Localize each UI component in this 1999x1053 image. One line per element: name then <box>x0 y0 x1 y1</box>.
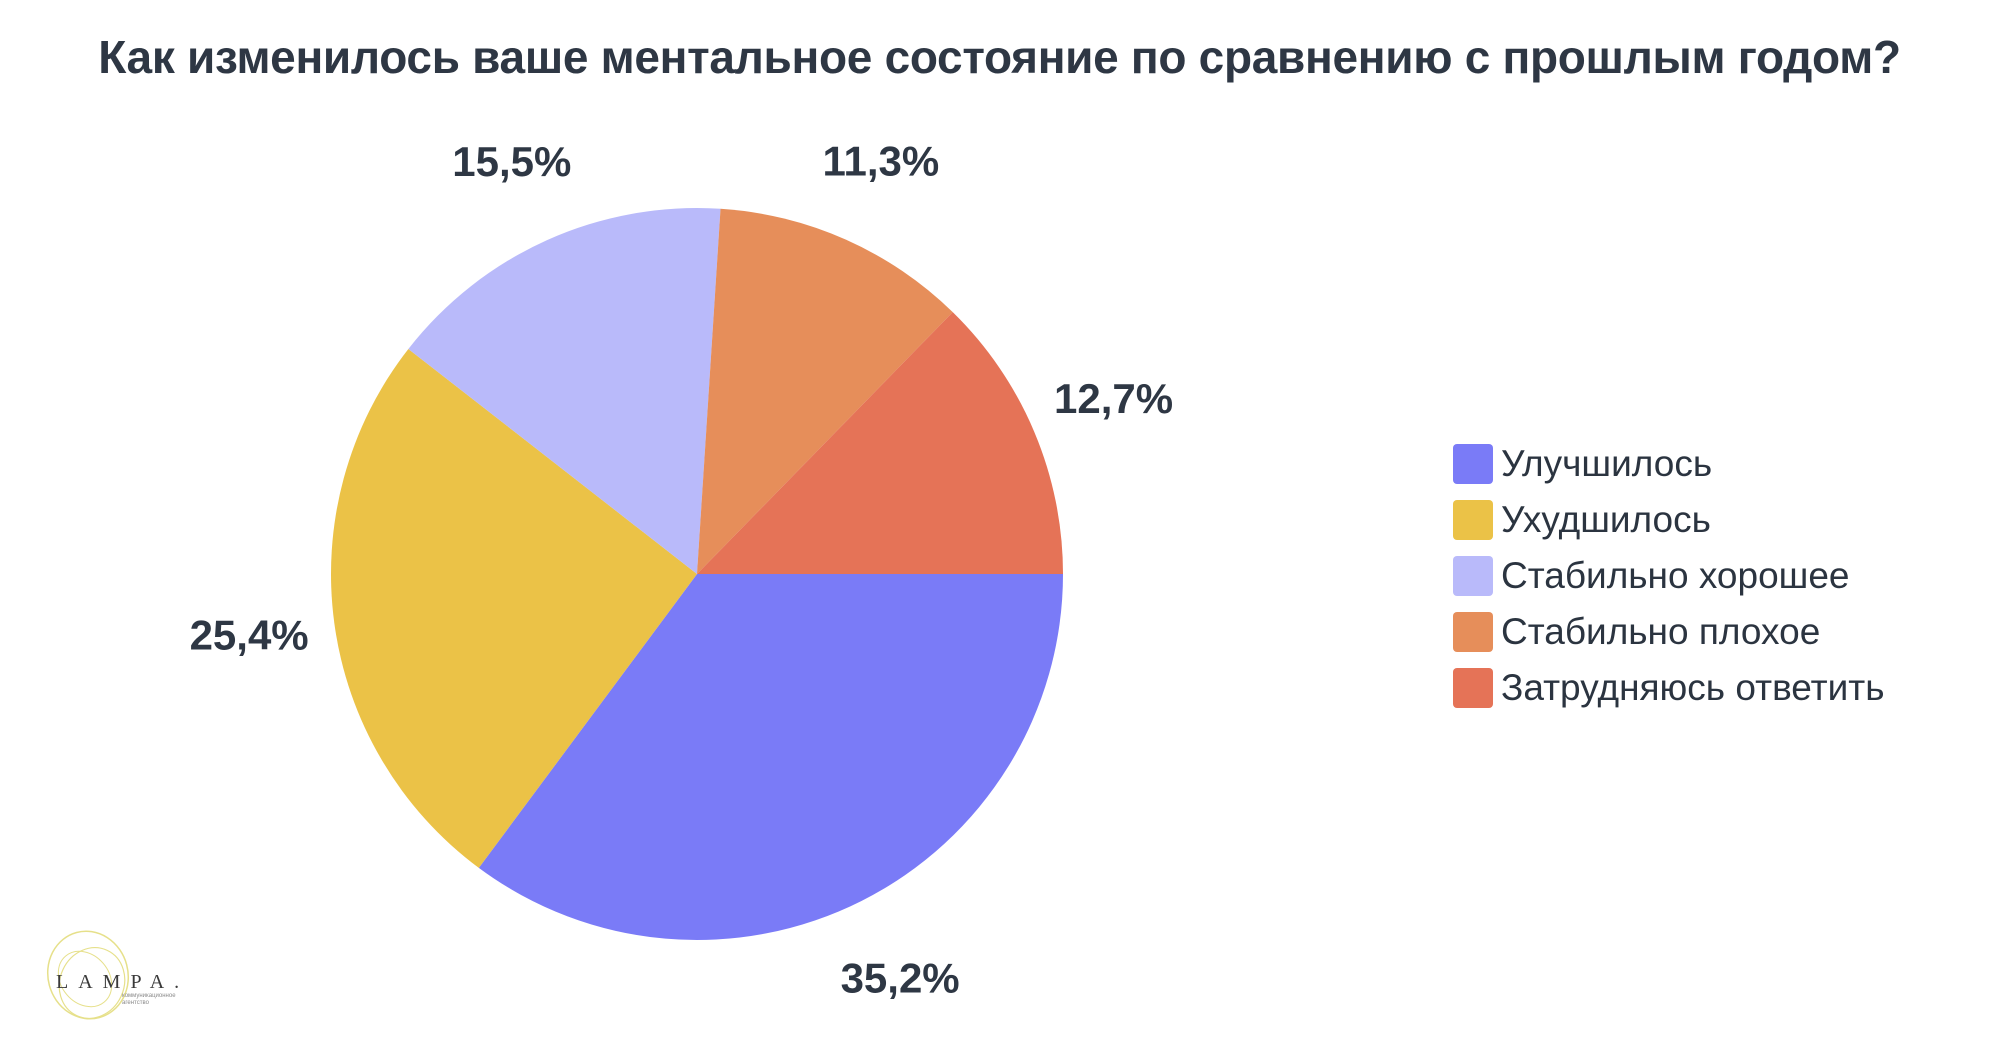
legend-swatch <box>1453 556 1493 596</box>
pie-slice-label: 12,7% <box>1054 375 1173 422</box>
legend-swatch <box>1453 500 1493 540</box>
legend-swatch <box>1453 444 1493 484</box>
legend-label: Улучшилось <box>1501 443 1713 484</box>
lampa-logo: LAMPA. коммуникационное агентство <box>40 925 210 1035</box>
logo-subtitle: коммуникационное агентство <box>122 993 176 1006</box>
legend-item: Затрудняюсь ответить <box>1453 660 1885 716</box>
pie-slice <box>408 207 721 574</box>
logo-swirl-icon <box>46 930 130 1020</box>
pie-slices <box>331 207 1063 940</box>
legend-label: Стабильно плохое <box>1501 611 1821 652</box>
legend-item: Стабильно хорошее <box>1453 548 1885 604</box>
chart-legend: Улучшилось Ухудшилось Стабильно хорошее Ста… <box>1453 436 1885 716</box>
pie-slice <box>697 208 953 574</box>
legend-swatch <box>1453 612 1493 652</box>
legend-label: Затрудняюсь ответить <box>1501 667 1885 708</box>
pie-slice-label: 15,5% <box>452 138 571 185</box>
legend-swatch <box>1453 668 1493 708</box>
chart-title: Как изменилось ваше ментальное состояние… <box>98 31 1901 83</box>
logo-text: LAMPA. <box>56 971 190 993</box>
legend-item: Ухудшилось <box>1453 492 1885 548</box>
pie-slice-label: 11,3% <box>822 138 939 185</box>
pie-slice-label: 35,2% <box>841 954 960 1001</box>
legend-label: Ухудшилось <box>1501 499 1711 540</box>
pie-slice <box>478 574 1063 940</box>
legend-label: Стабильно хорошее <box>1501 555 1850 596</box>
pie-slice-label: 25,4% <box>190 611 309 658</box>
legend-item: Улучшилось <box>1453 436 1885 492</box>
pie-labels: 35,2% 25,4% 15,5% 11,3% 12,7% <box>190 138 1174 1002</box>
pie-slice <box>697 312 1063 574</box>
pie-slice <box>331 348 697 868</box>
legend-item: Стабильно плохое <box>1453 604 1885 660</box>
